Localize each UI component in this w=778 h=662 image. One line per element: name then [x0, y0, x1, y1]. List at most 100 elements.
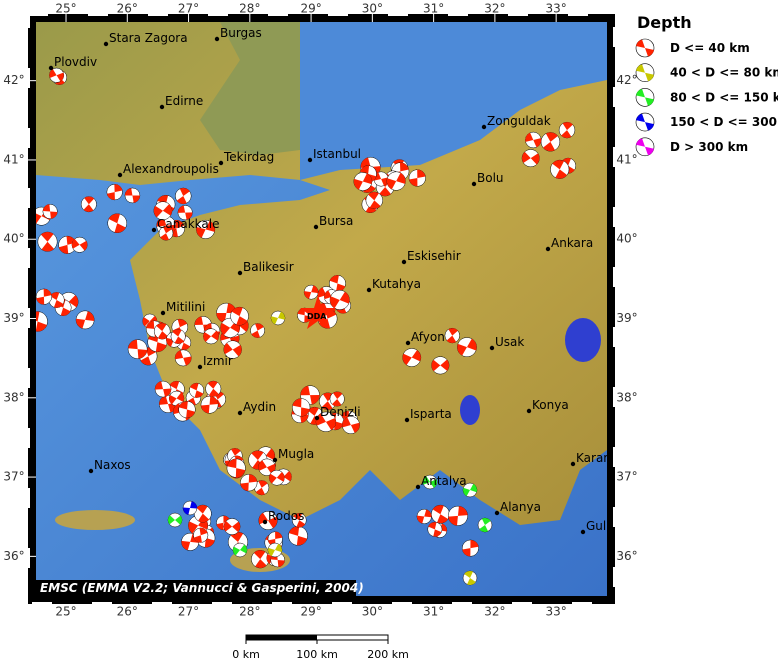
ball-quadrant — [40, 232, 54, 242]
ball-quadrant — [205, 221, 215, 232]
ball-quadrant — [58, 244, 69, 254]
city-dot — [272, 457, 278, 463]
ball-quadrant — [160, 233, 169, 241]
city-label: Plovdiv — [54, 55, 97, 69]
ball-quadrant — [85, 311, 95, 322]
focal-mechanism — [106, 183, 123, 201]
ball-quadrant — [79, 240, 88, 251]
city-label: Burgas — [220, 26, 262, 40]
ball-quadrant — [235, 468, 246, 478]
ball-quadrant — [296, 520, 306, 528]
city-label: Tekirdag — [223, 150, 274, 164]
lat-tick-label: 37° — [616, 470, 637, 484]
lon-tick-label: 30° — [362, 605, 383, 619]
focal-mechanism — [158, 225, 174, 241]
focal-mechanism — [223, 518, 241, 535]
ball-quadrant — [179, 187, 190, 196]
lake — [460, 395, 480, 425]
city-label: Zonguldak — [487, 114, 551, 128]
credit: EMSC (EMMA V2.2; Vannucci & Gasperini, 2… — [40, 581, 364, 595]
ball-quadrant — [106, 192, 115, 200]
ball-quadrant — [236, 316, 248, 326]
focal-mechanism — [49, 67, 65, 83]
focal-mechanism — [127, 339, 148, 359]
ball-quadrant — [56, 72, 64, 82]
ball-quadrant — [296, 535, 308, 546]
ball-quadrant — [232, 345, 242, 357]
ball-quadrant — [430, 479, 437, 488]
ball-quadrant — [36, 321, 47, 332]
ball-quadrant — [155, 381, 164, 390]
focal-mechanism — [42, 204, 58, 219]
ball-quadrant — [462, 548, 471, 557]
city-label: Canakkale — [157, 217, 219, 231]
city-label: Bursa — [319, 214, 353, 228]
ball-quadrant — [83, 204, 94, 212]
focal-mechanism — [353, 172, 373, 191]
ball-quadrant — [402, 353, 412, 366]
ball-quadrant — [552, 160, 565, 170]
focal-mechanism — [80, 196, 97, 213]
ball-quadrant — [324, 290, 332, 300]
ball-quadrant — [253, 550, 266, 560]
ball-quadrant — [428, 522, 437, 530]
city-dot — [88, 468, 94, 474]
ball-quadrant — [176, 392, 184, 402]
island — [55, 510, 135, 530]
focal-mechanism — [258, 458, 276, 476]
ball-quadrant — [251, 450, 264, 461]
focal-mechanism — [292, 398, 311, 417]
legend-swatch-quadrant — [636, 113, 654, 131]
city-dot — [218, 160, 224, 166]
ball-quadrant — [194, 390, 204, 398]
ball-quadrant — [379, 187, 391, 197]
ball-quadrant — [268, 516, 278, 529]
ball-quadrant — [240, 482, 249, 492]
focal-mechanism — [416, 508, 432, 524]
ball-quadrant — [43, 288, 52, 297]
lat-tick-label: 40° — [616, 232, 637, 246]
ball-quadrant — [163, 388, 172, 397]
ball-quadrant — [196, 226, 206, 238]
lat-tick-label: 40° — [3, 232, 24, 246]
ball-quadrant — [462, 487, 470, 497]
ball-quadrant — [163, 226, 172, 234]
ball-quadrant — [203, 332, 212, 342]
legend-label: 150 < D <= 300 km — [670, 115, 778, 129]
lon-tick-label: 33° — [546, 605, 567, 619]
ball-quadrant — [436, 514, 449, 524]
lon-tick-label: 33° — [546, 2, 567, 16]
ball-quadrant — [76, 318, 86, 329]
focal-mechanism — [462, 482, 478, 498]
legend-title: Depth — [637, 13, 692, 32]
focal-mechanism — [36, 288, 52, 305]
focal-mechanism — [341, 416, 360, 435]
ball-quadrant — [201, 404, 210, 414]
ball-quadrant — [278, 311, 285, 320]
city-label: Balikesir — [243, 260, 294, 274]
focal-mechanism — [444, 327, 460, 344]
ball-quadrant — [255, 323, 264, 331]
focal-mechanism — [431, 356, 450, 375]
ball-quadrant — [311, 285, 319, 294]
city-dot — [117, 172, 123, 178]
lon-tick-label: 32° — [484, 2, 505, 16]
city-label: Stara Zagora — [109, 31, 188, 45]
ball-quadrant — [223, 521, 233, 532]
focal-mechanism — [174, 349, 192, 367]
ball-quadrant — [258, 460, 267, 471]
ball-quadrant — [216, 522, 224, 530]
city-dot — [48, 65, 54, 71]
lat-tick-label: 36° — [3, 549, 24, 563]
ball-quadrant — [416, 515, 425, 524]
ball-quadrant — [174, 220, 185, 229]
focal-mechanism — [328, 274, 346, 292]
focal-mechanism — [258, 511, 278, 530]
legend-swatch-quadrant — [636, 88, 654, 106]
ball-quadrant — [457, 506, 468, 516]
ball-quadrant — [169, 394, 177, 405]
city-dot — [160, 310, 166, 316]
city-label: Afyon — [411, 330, 445, 344]
focal-mechanism — [268, 469, 285, 486]
focal-mechanism — [329, 289, 350, 310]
